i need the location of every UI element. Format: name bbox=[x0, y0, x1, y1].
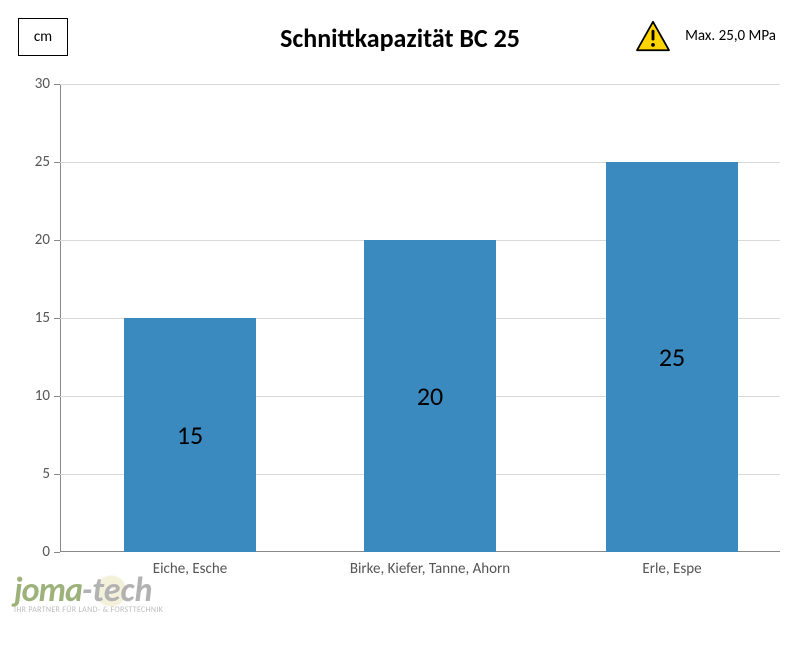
y-tick-label: 15 bbox=[10, 309, 50, 327]
chart-canvas: cm Schnittkapazität BC 25 Max. 25,0 MPa … bbox=[0, 0, 800, 651]
y-tick-label: 10 bbox=[10, 387, 50, 405]
logo-subtitle: IHR PARTNER FÜR LAND- & FORSTTECHNIK bbox=[14, 605, 163, 615]
bar: 20 bbox=[364, 240, 496, 552]
y-tick bbox=[54, 240, 60, 241]
gridline bbox=[60, 84, 780, 85]
y-tick bbox=[54, 396, 60, 397]
x-category-label: Eiche, Esche bbox=[153, 560, 227, 578]
y-tick bbox=[54, 474, 60, 475]
bar-value-label: 20 bbox=[417, 380, 443, 412]
y-tick bbox=[54, 318, 60, 319]
bar-value-label: 25 bbox=[659, 341, 685, 373]
bar: 15 bbox=[124, 318, 256, 552]
y-tick bbox=[54, 552, 60, 553]
y-tick-label: 20 bbox=[10, 231, 50, 249]
y-tick bbox=[54, 84, 60, 85]
plot-area: 05101520253015Eiche, Esche20Birke, Kiefe… bbox=[60, 84, 780, 552]
warning-group: Max. 25,0 MPa bbox=[635, 20, 776, 52]
y-tick-label: 25 bbox=[10, 153, 50, 171]
bar: 25 bbox=[606, 162, 738, 552]
watermark-logo: joma-tech IHR PARTNER FÜR LAND- & FORSTT… bbox=[14, 570, 163, 615]
warning-icon bbox=[635, 20, 671, 52]
y-tick-label: 5 bbox=[10, 465, 50, 483]
x-category-label: Erle, Espe bbox=[642, 560, 701, 578]
y-tick-label: 30 bbox=[10, 75, 50, 93]
y-tick bbox=[54, 162, 60, 163]
x-category-label: Birke, Kiefer, Tanne, Ahorn bbox=[350, 560, 510, 578]
y-tick-label: 0 bbox=[10, 543, 50, 561]
warning-text: Max. 25,0 MPa bbox=[685, 27, 776, 45]
bar-value-label: 15 bbox=[177, 419, 203, 451]
